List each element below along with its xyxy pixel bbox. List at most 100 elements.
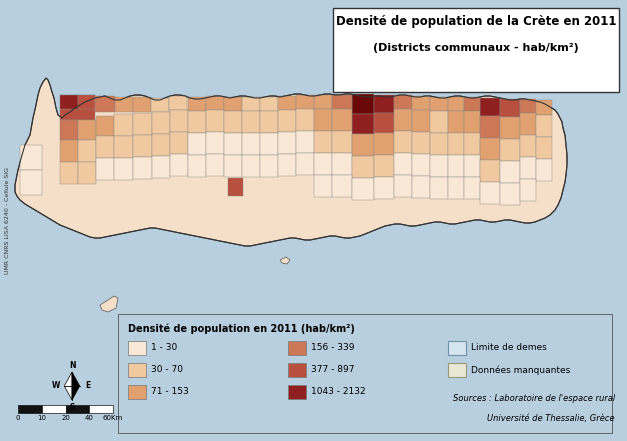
Polygon shape [394, 131, 412, 153]
Polygon shape [464, 133, 480, 155]
Polygon shape [464, 177, 480, 199]
Bar [89, 405, 113, 413]
Polygon shape [314, 109, 332, 131]
Polygon shape [188, 155, 206, 177]
Polygon shape [206, 154, 224, 176]
Polygon shape [314, 95, 332, 109]
Bar [448, 363, 466, 377]
Text: 10: 10 [37, 415, 46, 421]
Polygon shape [228, 178, 243, 196]
Polygon shape [314, 153, 332, 175]
Polygon shape [394, 109, 412, 131]
Polygon shape [352, 114, 374, 134]
Polygon shape [224, 97, 242, 111]
Polygon shape [480, 116, 500, 138]
Polygon shape [500, 99, 520, 117]
Polygon shape [332, 131, 352, 153]
Polygon shape [374, 155, 394, 177]
Polygon shape [560, 65, 570, 73]
Polygon shape [15, 78, 567, 246]
Polygon shape [114, 136, 133, 158]
Polygon shape [169, 96, 187, 110]
Polygon shape [242, 111, 260, 133]
Bar [128, 385, 146, 399]
Polygon shape [115, 97, 133, 112]
Polygon shape [60, 120, 78, 140]
Polygon shape [374, 177, 394, 199]
Polygon shape [20, 145, 42, 170]
Polygon shape [260, 111, 278, 133]
Polygon shape [296, 153, 314, 175]
Polygon shape [332, 95, 352, 109]
Polygon shape [133, 157, 152, 179]
Polygon shape [412, 110, 430, 132]
Polygon shape [520, 113, 536, 135]
Bar [128, 341, 146, 355]
Polygon shape [520, 157, 536, 179]
Bar [42, 405, 65, 413]
Polygon shape [100, 296, 118, 312]
Polygon shape [430, 155, 448, 177]
Polygon shape [78, 120, 96, 140]
Polygon shape [152, 156, 170, 178]
Text: 40: 40 [85, 415, 93, 421]
Text: Données manquantes: Données manquantes [471, 365, 570, 375]
Polygon shape [78, 95, 95, 109]
Text: 30 - 70: 30 - 70 [151, 366, 183, 374]
Polygon shape [78, 162, 96, 184]
Polygon shape [206, 132, 224, 154]
Text: Université de Thessalie, Grèce: Université de Thessalie, Grèce [487, 414, 615, 423]
Polygon shape [133, 97, 151, 112]
Bar [288, 385, 306, 399]
Polygon shape [448, 155, 464, 177]
Text: UMR CNRS LISA 6240 - Cellule SIG: UMR CNRS LISA 6240 - Cellule SIG [6, 168, 11, 274]
Text: 377 - 897: 377 - 897 [311, 366, 354, 374]
Polygon shape [412, 132, 430, 154]
Polygon shape [412, 154, 430, 176]
Polygon shape [296, 109, 314, 131]
Polygon shape [332, 175, 352, 197]
Text: 1 - 30: 1 - 30 [151, 344, 177, 352]
Polygon shape [352, 94, 374, 114]
Polygon shape [278, 110, 296, 132]
Polygon shape [480, 182, 500, 204]
Polygon shape [448, 111, 464, 133]
Polygon shape [394, 175, 412, 197]
Polygon shape [170, 154, 188, 176]
Polygon shape [152, 134, 170, 156]
Polygon shape [352, 178, 374, 200]
Text: Densité de population en 2011 (hab/km²): Densité de population en 2011 (hab/km²) [128, 324, 355, 335]
Polygon shape [536, 100, 552, 115]
Polygon shape [152, 112, 170, 134]
Polygon shape [188, 97, 206, 111]
Polygon shape [448, 177, 464, 199]
Polygon shape [480, 98, 500, 116]
Polygon shape [520, 179, 536, 201]
Polygon shape [352, 156, 374, 178]
Bar [65, 405, 89, 413]
Polygon shape [170, 110, 188, 132]
Polygon shape [224, 133, 242, 155]
Polygon shape [60, 95, 95, 120]
Polygon shape [95, 96, 115, 112]
Polygon shape [352, 134, 374, 156]
Polygon shape [188, 133, 206, 155]
FancyBboxPatch shape [333, 8, 619, 92]
Polygon shape [242, 133, 260, 155]
Polygon shape [374, 113, 394, 133]
Polygon shape [278, 96, 296, 110]
Polygon shape [114, 114, 133, 136]
Polygon shape [96, 158, 114, 180]
FancyBboxPatch shape [118, 314, 612, 433]
Polygon shape [362, 57, 375, 65]
Polygon shape [536, 159, 552, 181]
Bar [128, 363, 146, 377]
Polygon shape [394, 153, 412, 175]
Text: S: S [70, 403, 75, 411]
Text: Densité de population de la Crète en 2011: Densité de population de la Crète en 201… [335, 15, 616, 29]
Polygon shape [96, 116, 114, 136]
Polygon shape [374, 95, 394, 113]
Polygon shape [260, 133, 278, 155]
Polygon shape [332, 153, 352, 175]
Polygon shape [374, 133, 394, 155]
